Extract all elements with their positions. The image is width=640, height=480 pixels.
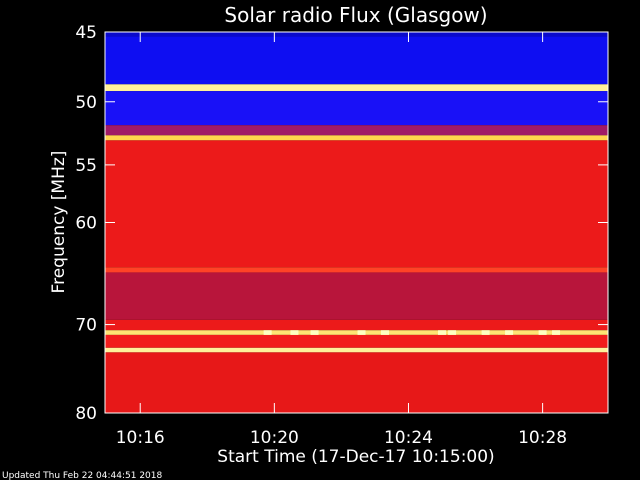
frequency-band-8 bbox=[105, 272, 608, 320]
y-tick-label-80: 80 bbox=[75, 404, 97, 424]
y-tick-label-55: 55 bbox=[75, 156, 97, 176]
burst-marker-1 bbox=[290, 330, 299, 335]
frequency-band-12 bbox=[105, 347, 608, 353]
frequency-band-6 bbox=[105, 140, 608, 268]
burst-marker-9 bbox=[538, 330, 547, 335]
frequency-band-13 bbox=[105, 352, 608, 413]
y-axis: 45 50 55 60 70 80 bbox=[75, 23, 608, 424]
frequency-band-0 bbox=[105, 32, 608, 37]
frequency-band-7 bbox=[105, 267, 608, 273]
burst-marker-7 bbox=[481, 330, 490, 335]
y-axis-label: Frequency [MHz] bbox=[49, 151, 69, 294]
burst-marker-6 bbox=[448, 330, 457, 335]
burst-marker-3 bbox=[357, 330, 366, 335]
burst-marker-8 bbox=[505, 330, 514, 335]
y-tick-label-45: 45 bbox=[75, 23, 97, 43]
frequency-band-10 bbox=[105, 330, 608, 335]
burst-marker-0 bbox=[263, 330, 272, 335]
y-tick-label-50: 50 bbox=[75, 93, 97, 113]
x-tick-label-1: 10:20 bbox=[250, 428, 299, 448]
frequency-band-5 bbox=[105, 135, 608, 141]
x-axis-label: Start Time (17-Dec-17 10:15:00) bbox=[217, 447, 494, 467]
frequency-band-4 bbox=[105, 125, 608, 136]
x-tick-label-2: 10:24 bbox=[384, 428, 433, 448]
burst-marker-5 bbox=[438, 330, 447, 335]
x-axis: 10:16 10:20 10:24 10:28 bbox=[116, 32, 567, 448]
burst-marker-2 bbox=[310, 330, 319, 335]
frequency-band-2 bbox=[105, 84, 608, 92]
x-tick-label-0: 10:16 bbox=[116, 428, 165, 448]
burst-markers bbox=[263, 330, 561, 335]
frequency-band-3 bbox=[105, 91, 608, 126]
x-tick-label-3: 10:28 bbox=[518, 428, 567, 448]
chart-title: Solar radio Flux (Glasgow) bbox=[224, 3, 487, 27]
burst-marker-10 bbox=[552, 330, 561, 335]
y-tick-label-60: 60 bbox=[75, 214, 97, 234]
plot-area bbox=[105, 32, 608, 413]
frequency-band-9 bbox=[105, 319, 608, 331]
frequency-band-1 bbox=[105, 36, 608, 85]
y-tick-label-70: 70 bbox=[75, 316, 97, 336]
frequency-band-11 bbox=[105, 334, 608, 348]
burst-marker-4 bbox=[381, 330, 390, 335]
updated-timestamp: Updated Thu Feb 22 04:44:51 2018 bbox=[2, 471, 163, 480]
